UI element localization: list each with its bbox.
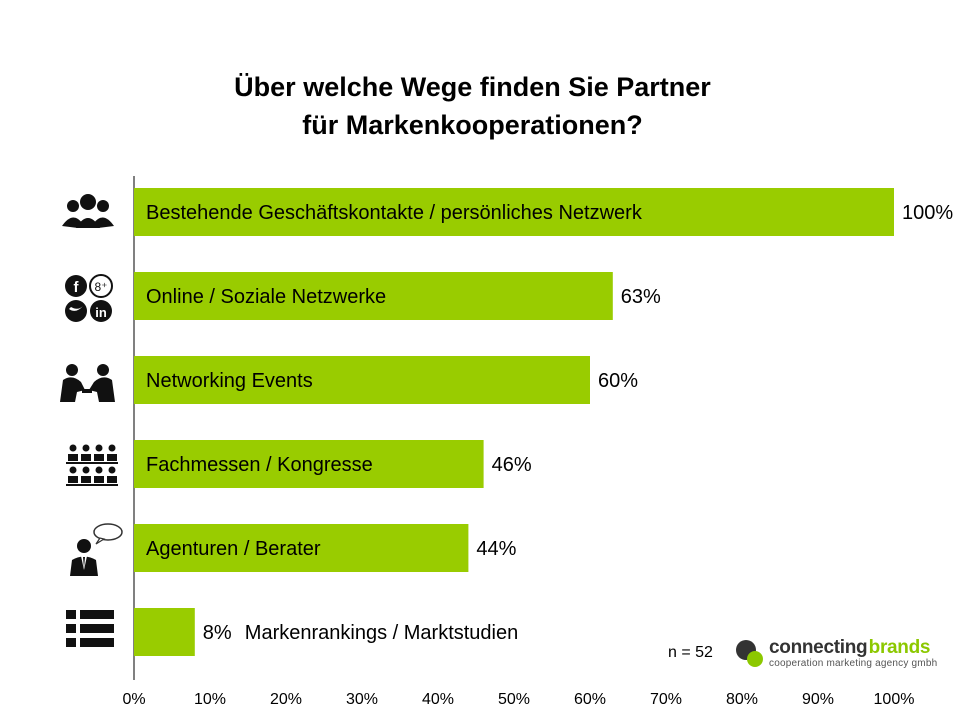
- bar-5: [134, 608, 195, 656]
- x-tick-label-3: 30%: [346, 691, 378, 708]
- logo-name-part2: brands: [868, 637, 931, 658]
- handshake-meeting-icon: [55, 356, 119, 412]
- chart-title: Über welche Wege finden Sie Partner für …: [0, 68, 945, 144]
- bar-2: [134, 356, 590, 404]
- bar-0: [134, 188, 894, 236]
- consultant-speech-icon: [62, 522, 126, 578]
- value-label-4: 44%: [476, 538, 516, 560]
- bar-3: [134, 440, 484, 488]
- social-media-icon: f 8⁺ in: [58, 270, 122, 326]
- people-group-icon: [56, 186, 120, 242]
- x-tick-label-1: 10%: [194, 691, 226, 708]
- value-label-0: 100%: [902, 202, 953, 224]
- logo-name: connecting brands: [769, 637, 930, 659]
- svg-text:in: in: [95, 305, 107, 320]
- value-label-3: 46%: [492, 454, 532, 476]
- audience-seats-icon: [60, 438, 124, 494]
- x-tick-label-7: 70%: [650, 691, 682, 708]
- x-tick-label-2: 20%: [270, 691, 302, 708]
- bar-label-0: Bestehende Geschäftskontakte / persönlic…: [146, 202, 643, 224]
- connecting-brands-logo: connecting brands cooperation marketing …: [733, 633, 943, 673]
- x-tick-label-8: 80%: [726, 691, 758, 708]
- bar-label-5: Markenrankings / Marktstudien: [245, 622, 518, 644]
- bar-4: [134, 524, 469, 572]
- bar-label-4: Agenturen / Berater: [146, 538, 321, 560]
- list-icon: [60, 604, 124, 660]
- value-label-5: 8%: [203, 622, 232, 644]
- x-tick-label-9: 90%: [802, 691, 834, 708]
- bar-1: [134, 272, 613, 320]
- value-label-2: 60%: [598, 370, 638, 392]
- bar-label-3: Fachmessen / Kongresse: [146, 454, 373, 476]
- chart-title-line-2: für Markenkooperationen?: [302, 110, 643, 140]
- x-tick-label-10: 100%: [874, 691, 915, 708]
- logo-mark-icon: [736, 640, 763, 667]
- sample-size-note: n = 52: [668, 644, 713, 661]
- x-tick-label-4: 40%: [422, 691, 454, 708]
- x-tick-label-0: 0%: [122, 691, 145, 708]
- chart-title-line-1: Über welche Wege finden Sie Partner: [234, 72, 711, 102]
- x-tick-label-5: 50%: [498, 691, 530, 708]
- x-tick-label-6: 60%: [574, 691, 606, 708]
- bar-label-1: Online / Soziale Netzwerke: [146, 286, 386, 308]
- svg-text:8⁺: 8⁺: [94, 280, 107, 294]
- logo-name-part1: connecting: [769, 637, 868, 658]
- logo-tagline: cooperation marketing agency gmbh: [769, 658, 938, 669]
- value-label-1: 63%: [621, 286, 661, 308]
- svg-text:f: f: [74, 279, 80, 296]
- bar-label-2: Networking Events: [146, 370, 313, 392]
